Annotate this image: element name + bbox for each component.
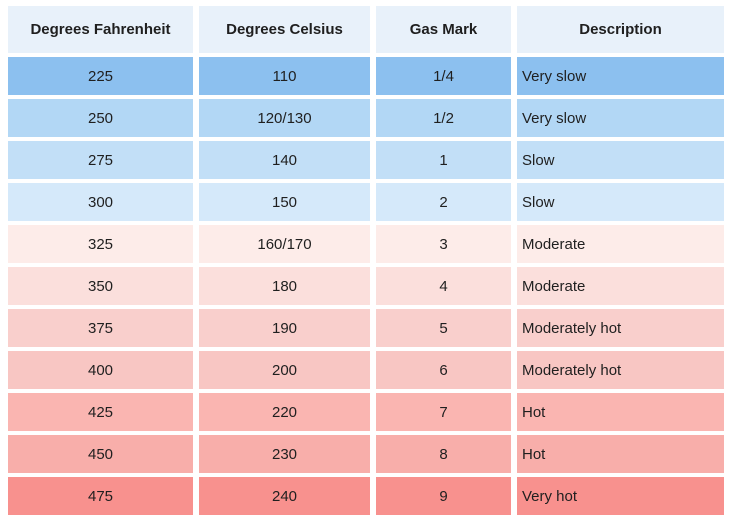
cell-fahrenheit: 250 (8, 99, 193, 137)
cell-celsius: 110 (199, 57, 370, 95)
cell-celsius: 220 (199, 393, 370, 431)
cell-fahrenheit: 475 (8, 477, 193, 515)
cell-description: Very hot (517, 477, 724, 515)
cell-gas-mark: 7 (376, 393, 511, 431)
cell-gas-mark: 4 (376, 267, 511, 305)
cell-description: Moderately hot (517, 351, 724, 389)
cell-description: Very slow (517, 99, 724, 137)
cell-celsius: 160/170 (199, 225, 370, 263)
cell-fahrenheit: 425 (8, 393, 193, 431)
cell-celsius: 120/130 (199, 99, 370, 137)
cell-gas-mark: 1 (376, 141, 511, 179)
cell-celsius: 180 (199, 267, 370, 305)
cell-celsius: 230 (199, 435, 370, 473)
cell-description: Slow (517, 183, 724, 221)
cell-fahrenheit: 375 (8, 309, 193, 347)
cell-gas-mark: 3 (376, 225, 511, 263)
column-header-gas-mark: Gas Mark (376, 6, 511, 53)
cell-celsius: 200 (199, 351, 370, 389)
cell-celsius: 190 (199, 309, 370, 347)
cell-fahrenheit: 300 (8, 183, 193, 221)
cell-gas-mark: 6 (376, 351, 511, 389)
cell-fahrenheit: 225 (8, 57, 193, 95)
cell-celsius: 140 (199, 141, 370, 179)
cell-celsius: 240 (199, 477, 370, 515)
cell-gas-mark: 8 (376, 435, 511, 473)
cell-description: Hot (517, 435, 724, 473)
cell-fahrenheit: 325 (8, 225, 193, 263)
cell-description: Moderate (517, 225, 724, 263)
cell-description: Moderately hot (517, 309, 724, 347)
cell-description: Hot (517, 393, 724, 431)
cell-gas-mark: 5 (376, 309, 511, 347)
column-header-fahrenheit: Degrees Fahrenheit (8, 6, 193, 53)
cell-description: Moderate (517, 267, 724, 305)
column-header-celsius: Degrees Celsius (199, 6, 370, 53)
cell-fahrenheit: 450 (8, 435, 193, 473)
cell-fahrenheit: 400 (8, 351, 193, 389)
cell-gas-mark: 2 (376, 183, 511, 221)
cell-fahrenheit: 350 (8, 267, 193, 305)
cell-gas-mark: 9 (376, 477, 511, 515)
oven-temperature-table: Degrees Fahrenheit Degrees Celsius Gas M… (8, 6, 724, 515)
cell-description: Very slow (517, 57, 724, 95)
cell-fahrenheit: 275 (8, 141, 193, 179)
cell-gas-mark: 1/2 (376, 99, 511, 137)
column-header-description: Description (517, 6, 724, 53)
cell-celsius: 150 (199, 183, 370, 221)
cell-gas-mark: 1/4 (376, 57, 511, 95)
cell-description: Slow (517, 141, 724, 179)
